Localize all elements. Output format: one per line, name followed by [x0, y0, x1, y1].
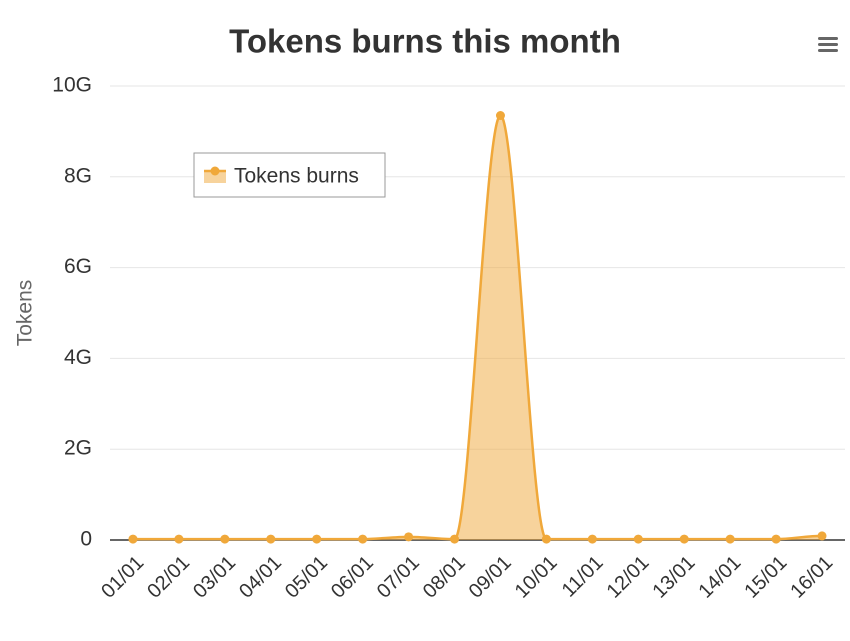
point — [404, 532, 414, 542]
point — [679, 534, 689, 544]
y-tick-label: 8G — [64, 164, 92, 187]
point — [450, 534, 460, 544]
x-tick-label: 06/01 — [327, 552, 378, 603]
point — [220, 534, 230, 544]
x-tick-label: 14/01 — [694, 552, 745, 603]
legend-label: Tokens burns — [234, 165, 359, 188]
y-axis-title: Tokens — [14, 280, 37, 347]
menu-bar — [818, 37, 838, 40]
x-tick-label: 02/01 — [143, 552, 194, 603]
y-tick-label: 6G — [64, 255, 92, 278]
x-tick-label: 11/01 — [558, 552, 608, 602]
point — [725, 534, 735, 544]
legend-swatch — [204, 171, 226, 183]
legend-marker — [210, 166, 220, 176]
point — [358, 534, 368, 544]
x-tick-label: 16/01 — [786, 552, 837, 603]
x-tick-label: 04/01 — [235, 552, 286, 603]
y-tick-label: 0 — [80, 528, 92, 551]
point — [495, 111, 505, 121]
x-tick-label: 07/01 — [373, 552, 424, 603]
y-tick-label: 10G — [52, 74, 92, 97]
legend: Tokens burns — [193, 152, 386, 198]
y-tick-label: 4G — [64, 346, 92, 369]
x-tick-label: 09/01 — [465, 552, 516, 603]
x-tick-label: 08/01 — [419, 552, 470, 603]
point — [633, 534, 643, 544]
point — [174, 534, 184, 544]
menu-bar — [818, 43, 838, 46]
x-tick-label: 01/01 — [97, 552, 148, 603]
point — [541, 534, 551, 544]
menu-button[interactable] — [816, 33, 840, 57]
x-tick-label: 10/01 — [511, 552, 562, 603]
point — [128, 534, 138, 544]
menu-bar — [818, 49, 838, 52]
point — [587, 534, 597, 544]
x-tick-label: 05/01 — [281, 552, 332, 603]
y-tick-label: 2G — [64, 437, 92, 460]
chart-title: Tokens burns this month — [229, 23, 621, 60]
x-tick-label: 13/01 — [649, 552, 700, 603]
point — [771, 534, 781, 544]
x-tick-label: 03/01 — [189, 552, 240, 603]
x-tick-label: 15/01 — [740, 552, 791, 603]
point — [312, 534, 322, 544]
point — [266, 534, 276, 544]
x-tick-label: 12/01 — [603, 552, 654, 603]
point — [817, 531, 827, 541]
